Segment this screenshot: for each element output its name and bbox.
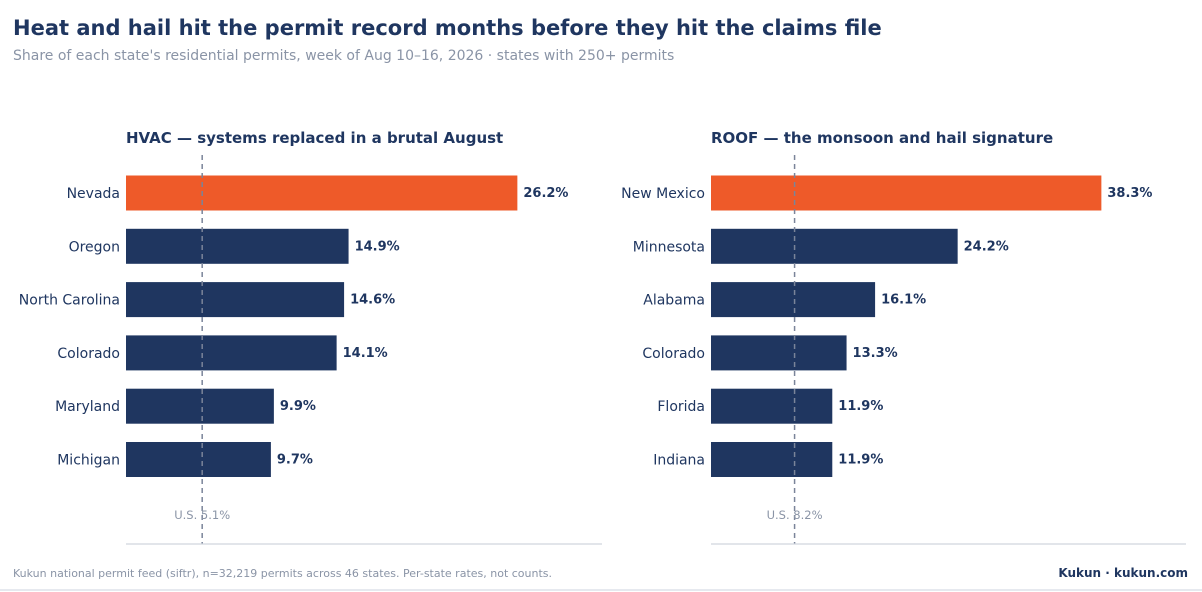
chart-1-bar bbox=[126, 175, 518, 211]
chart-2-bar bbox=[711, 335, 847, 371]
chart-1-bar bbox=[126, 442, 271, 477]
page-subtitle: Share of each state's residential permit… bbox=[13, 48, 675, 64]
chart-1-bar bbox=[126, 282, 345, 318]
chart-2-category-label: Alabama bbox=[643, 293, 705, 309]
chart-1-value-label: 14.9% bbox=[355, 239, 400, 254]
chart-2-value-label: 13.3% bbox=[853, 346, 898, 361]
source-note: Kukun national permit feed (siftr), n=32… bbox=[13, 567, 553, 580]
chart-1-value-label: 14.6% bbox=[350, 293, 395, 308]
chart-2-value-label: 38.3% bbox=[1107, 186, 1152, 201]
page-title: Heat and hail hit the permit record mont… bbox=[13, 16, 882, 40]
chart-1-value-label: 9.7% bbox=[277, 453, 313, 468]
chart-2-bar bbox=[711, 388, 833, 424]
chart-2-value-label: 24.2% bbox=[964, 239, 1009, 254]
chart-2-category-label: Indiana bbox=[653, 453, 705, 469]
chart-1-category-label: Michigan bbox=[57, 453, 120, 469]
chart-1-title: HVAC — systems replaced in a brutal Augu… bbox=[126, 129, 503, 147]
footer-divider bbox=[0, 589, 1202, 591]
chart-2-value-label: 11.9% bbox=[838, 399, 883, 414]
chart-2-reference-label: U.S. 8.2% bbox=[767, 508, 823, 522]
chart-2-bar bbox=[711, 442, 833, 477]
chart-2-title: ROOF — the monsoon and hail signature bbox=[711, 129, 1053, 147]
chart-1-category-label: Colorado bbox=[57, 346, 120, 362]
chart-1-value-label: 14.1% bbox=[343, 346, 388, 361]
chart-1-category-label: North Carolina bbox=[19, 293, 120, 309]
chart-2-bar bbox=[711, 282, 876, 318]
chart-2-category-label: Florida bbox=[657, 399, 705, 415]
chart-1-category-label: Maryland bbox=[55, 399, 120, 415]
brand-credit: Kukun · kukun.com bbox=[1058, 566, 1188, 580]
chart-1-bar bbox=[126, 228, 349, 264]
chart-1-bar bbox=[126, 335, 337, 371]
chart-2-value-label: 16.1% bbox=[881, 293, 926, 308]
chart-2-bar bbox=[711, 175, 1102, 211]
chart-1-reference-label: U.S. 5.1% bbox=[174, 508, 230, 522]
chart-1-value-label: 9.9% bbox=[280, 399, 316, 414]
chart-2-category-label: Minnesota bbox=[633, 239, 705, 255]
chart-1-bar bbox=[126, 388, 274, 424]
charts-canvas: HVAC — systems replaced in a brutal Augu… bbox=[19, 129, 1186, 545]
chart-2-category-label: Colorado bbox=[642, 346, 705, 362]
chart-1-category-label: Oregon bbox=[69, 239, 120, 255]
chart-2-category-label: New Mexico bbox=[621, 186, 705, 202]
chart-2-value-label: 11.9% bbox=[838, 453, 883, 468]
chart-1-category-label: Nevada bbox=[67, 186, 120, 202]
chart-1-value-label: 26.2% bbox=[523, 186, 568, 201]
chart-2-bar bbox=[711, 228, 958, 264]
